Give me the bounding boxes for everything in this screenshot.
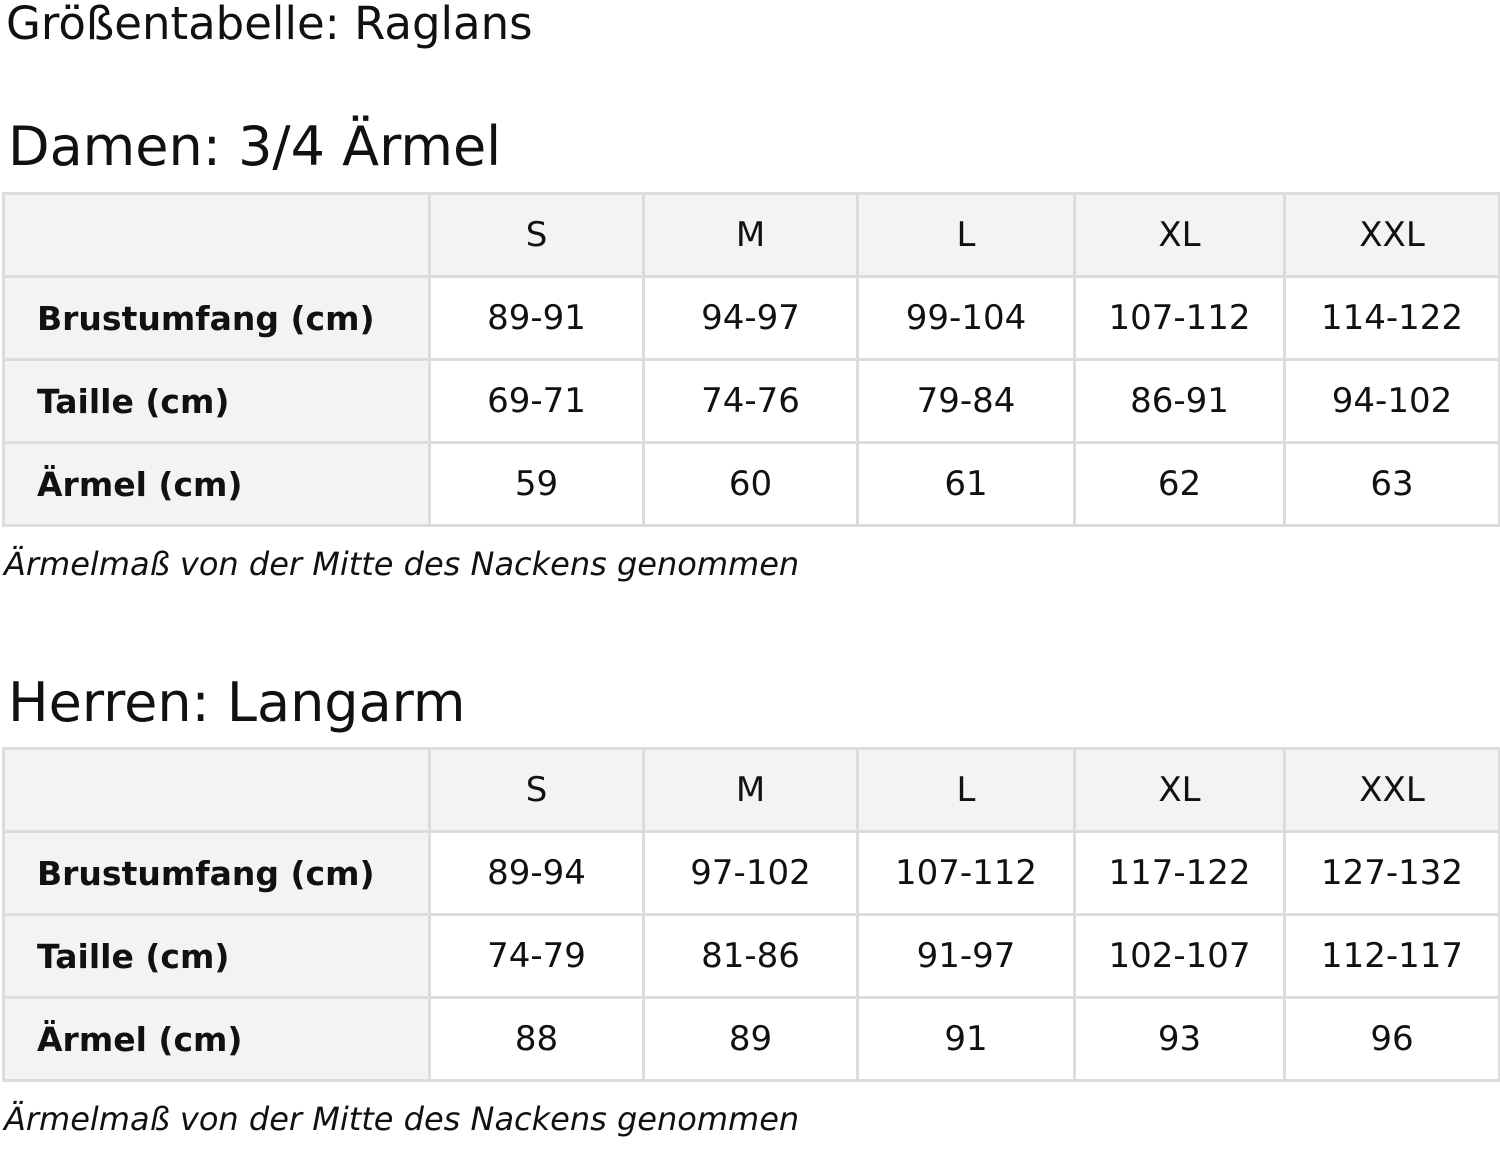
measurement-cell: 117-122: [1073, 830, 1286, 916]
measurement-cell: 61: [856, 441, 1076, 527]
measurement-cell: 69-71: [428, 358, 645, 444]
size-header: L: [856, 192, 1076, 278]
measurement-cell: 91: [856, 996, 1076, 1082]
size-header: M: [642, 747, 859, 833]
measurement-cell: 74-79: [428, 913, 645, 999]
measurement-cell: 107-112: [1073, 275, 1286, 361]
size-header: XL: [1073, 192, 1286, 278]
row-label: Taille (cm): [2, 913, 431, 999]
size-header: XXL: [1283, 747, 1500, 833]
size-table: S M L XL XXL Brustumfang (cm) 89-91 94-97 99-104…: [2, 192, 1500, 527]
measurement-cell: 79-84: [856, 358, 1076, 444]
page-title: Größentabelle: Raglans: [6, 0, 533, 50]
measurement-cell: 107-112: [856, 830, 1076, 916]
section-heading: Damen: 3/4 Ärmel: [8, 115, 502, 178]
measurement-cell: 59: [428, 441, 645, 527]
footnote: Ärmelmaß von der Mitte des Nackens genom…: [4, 545, 800, 583]
header-row: S M L XL XXL: [2, 747, 1500, 833]
size-header: L: [856, 747, 1076, 833]
size-header: S: [428, 192, 645, 278]
table-row: Brustumfang (cm) 89-91 94-97 99-104 107-112 1…: [2, 275, 1500, 361]
measurement-cell: 96: [1283, 996, 1500, 1082]
row-label: Brustumfang (cm): [2, 830, 431, 916]
measurement-cell: 112-117: [1283, 913, 1500, 999]
measurement-cell: 97-102: [642, 830, 859, 916]
measurement-cell: 94-102: [1283, 358, 1500, 444]
row-label: Ärmel (cm): [2, 996, 431, 1082]
measurement-cell: 102-107: [1073, 913, 1286, 999]
table-row: Ärmel (cm) 59 60 61 62 63: [2, 441, 1500, 527]
size-header: XL: [1073, 747, 1286, 833]
measurement-cell: 74-76: [642, 358, 859, 444]
measurement-cell: 89-91: [428, 275, 645, 361]
corner-cell: [2, 192, 431, 278]
measurement-cell: 63: [1283, 441, 1500, 527]
table-row: Brustumfang (cm) 89-94 97-102 107-112 117-12…: [2, 830, 1500, 916]
size-table: S M L XL XXL Brustumfang (cm) 89-94 97-102 107-1…: [2, 747, 1500, 1082]
header-row: S M L XL XXL: [2, 192, 1500, 278]
size-header: XXL: [1283, 192, 1500, 278]
row-label: Brustumfang (cm): [2, 275, 431, 361]
measurement-cell: 99-104: [856, 275, 1076, 361]
footnote: Ärmelmaß von der Mitte des Nackens genom…: [4, 1100, 800, 1138]
table-row: Taille (cm) 74-79 81-86 91-97 102-107 112-117: [2, 913, 1500, 999]
size-header: S: [428, 747, 645, 833]
measurement-cell: 86-91: [1073, 358, 1286, 444]
measurement-cell: 127-132: [1283, 830, 1500, 916]
row-label: Taille (cm): [2, 358, 431, 444]
measurement-cell: 89-94: [428, 830, 645, 916]
measurement-cell: 60: [642, 441, 859, 527]
section-heading: Herren: Langarm: [8, 671, 466, 734]
measurement-cell: 89: [642, 996, 859, 1082]
table-row: Ärmel (cm) 88 89 91 93 96: [2, 996, 1500, 1082]
measurement-cell: 91-97: [856, 913, 1076, 999]
corner-cell: [2, 747, 431, 833]
size-header: M: [642, 192, 859, 278]
measurement-cell: 88: [428, 996, 645, 1082]
measurement-cell: 94-97: [642, 275, 859, 361]
measurement-cell: 114-122: [1283, 275, 1500, 361]
measurement-cell: 93: [1073, 996, 1286, 1082]
measurement-cell: 81-86: [642, 913, 859, 999]
measurement-cell: 62: [1073, 441, 1286, 527]
row-label: Ärmel (cm): [2, 441, 431, 527]
table-row: Taille (cm) 69-71 74-76 79-84 86-91 94-102: [2, 358, 1500, 444]
